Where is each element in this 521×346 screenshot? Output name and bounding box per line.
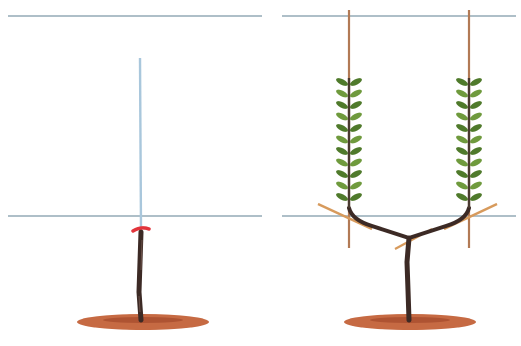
leaf <box>350 89 362 98</box>
left-panel-young-tree <box>77 57 209 330</box>
leaf <box>350 135 362 144</box>
leaf <box>350 124 362 132</box>
leaf <box>456 170 468 178</box>
leaf <box>470 147 482 155</box>
leaf <box>470 101 482 109</box>
arm-right <box>407 206 471 240</box>
leaf <box>350 147 362 155</box>
trunk-right <box>404 235 412 323</box>
leaf <box>456 181 468 190</box>
leaf <box>470 158 482 167</box>
leaf <box>456 147 468 155</box>
leaf <box>350 78 362 86</box>
cut-mark <box>131 226 151 233</box>
leaf <box>336 78 348 86</box>
leaf <box>470 78 482 86</box>
leaf <box>470 170 482 178</box>
leaf <box>350 158 362 167</box>
cross-stake-left <box>317 202 373 231</box>
leaf <box>350 112 362 121</box>
leaf <box>336 170 348 178</box>
leaf <box>336 158 348 167</box>
leaf <box>350 193 362 201</box>
leaf <box>350 181 362 190</box>
leaf <box>456 89 468 98</box>
leaf <box>336 147 348 155</box>
leaf <box>336 124 348 132</box>
leaf <box>470 89 482 98</box>
leaf <box>336 101 348 109</box>
leaves-right-cordon <box>456 78 482 201</box>
arm-left <box>347 206 411 240</box>
leaf <box>350 170 362 178</box>
leaf <box>456 101 468 109</box>
right-panel-double-cordon <box>317 10 498 330</box>
cane-above-cut <box>138 57 143 230</box>
leaf <box>456 158 468 167</box>
leaf <box>456 112 468 121</box>
trunk-left-bark <box>138 239 143 313</box>
leaf <box>350 101 362 109</box>
leaf <box>336 181 348 190</box>
leaf <box>336 135 348 144</box>
leaves-left-cordon <box>336 78 362 201</box>
support-wires <box>8 15 516 217</box>
leaf <box>336 89 348 98</box>
leaf <box>470 112 482 121</box>
leaf <box>470 124 482 132</box>
leaf <box>456 78 468 86</box>
leaf <box>456 124 468 132</box>
leaf <box>470 181 482 190</box>
leaf <box>470 135 482 144</box>
leaf <box>456 193 468 201</box>
leaf <box>336 193 348 201</box>
leaf <box>336 112 348 121</box>
leaf <box>470 193 482 201</box>
leaf <box>456 135 468 144</box>
